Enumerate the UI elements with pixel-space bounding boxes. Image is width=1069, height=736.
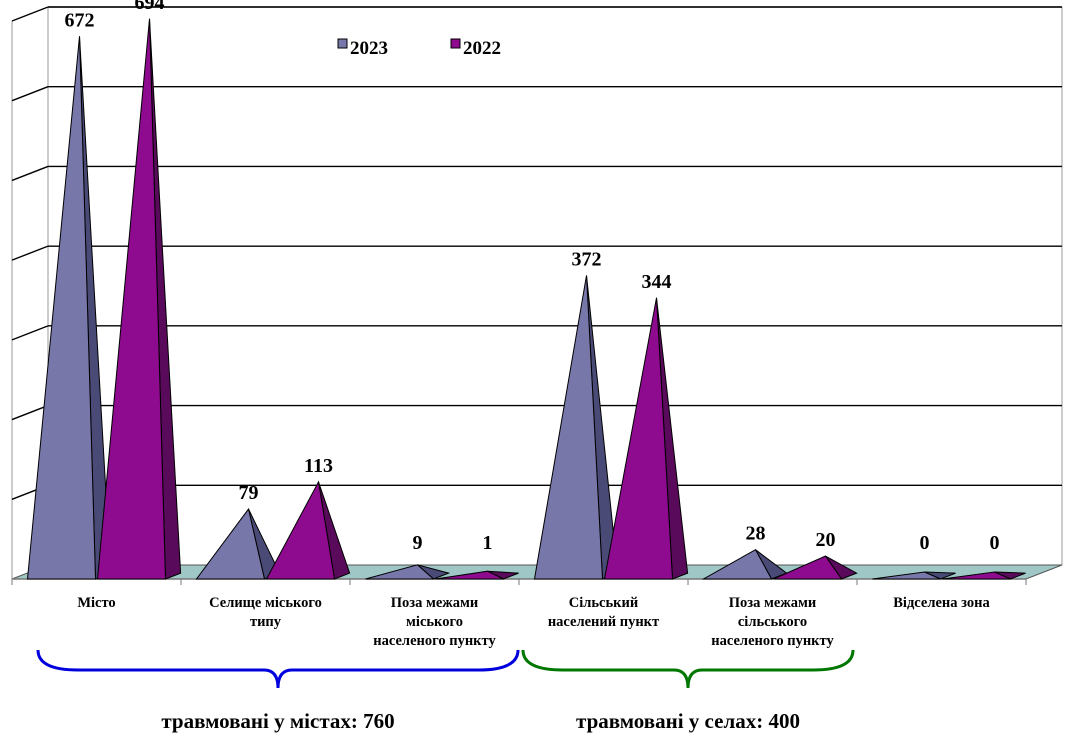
- pyramid-2023-0: [26, 36, 112, 580]
- data-label: 672: [65, 9, 95, 31]
- data-label: 372: [572, 248, 602, 270]
- x-tick-label-line: Поза межами: [729, 595, 817, 611]
- pyramid-front-face: [435, 570, 504, 580]
- group-brackets: травмовані у містах: 760 травмовані у сел…: [36, 649, 855, 733]
- pyramid-2023-3: [533, 275, 619, 580]
- x-tick-label-line: Поза межами: [391, 595, 479, 611]
- pyramid-front-face: [872, 571, 941, 580]
- category-labels: Місто Селище міського типу Поза межами міськ…: [77, 595, 990, 649]
- bars: [26, 18, 1026, 580]
- legend-label: 2023: [350, 38, 388, 59]
- pyramid-2023-1: [195, 507, 281, 580]
- gridline-side: [11, 245, 49, 261]
- x-tick-label: Селище міського типу: [209, 595, 322, 630]
- pyramid-2022-5: [942, 571, 1026, 580]
- pyramid-2023-4: [701, 548, 788, 580]
- gridline-side: [11, 325, 49, 341]
- legend: 2023 2022: [337, 38, 501, 59]
- data-label: 20: [816, 529, 836, 551]
- x-tick-label-line: міського: [406, 614, 463, 630]
- x-tick-label-line: населеного пункту: [711, 633, 834, 649]
- pyramid-2023-2: [365, 564, 451, 580]
- x-tick-label-line: населеного пункту: [373, 633, 496, 649]
- x-tick-label-line: Місто: [77, 595, 115, 611]
- pyramid-2022-3: [603, 297, 689, 580]
- group-label: травмовані у селах: 400: [576, 709, 800, 733]
- data-labels: 672 79 9 372 28 0 694 113 1 344 20 0: [65, 0, 1000, 554]
- legend-label: 2022: [463, 38, 501, 59]
- group-bracket: [521, 649, 855, 689]
- data-label: 1: [483, 532, 493, 554]
- pyramid-front-face: [942, 571, 1011, 580]
- gridline-side: [11, 404, 49, 421]
- data-label: 0: [990, 532, 1000, 554]
- gridline-side: [11, 6, 49, 22]
- pyramid-front-face: [701, 548, 773, 580]
- pyramid-2022-2: [435, 570, 519, 580]
- pyramid-front-face: [26, 36, 97, 580]
- legend-swatch: [337, 38, 348, 49]
- legend-swatch: [450, 38, 461, 49]
- x-tick-label: Місто: [77, 595, 115, 611]
- gridline-side: [11, 165, 49, 182]
- pyramid-2022-1: [265, 480, 351, 580]
- gridline-side: [11, 86, 49, 102]
- pyramid-2022-4: [773, 555, 858, 580]
- data-label: 113: [304, 455, 333, 477]
- data-label: 79: [239, 482, 259, 504]
- pyramid-front-face: [365, 564, 435, 580]
- x-tick-label-line: Сільський: [569, 595, 638, 611]
- pyramid-front-face: [603, 297, 674, 580]
- data-label: 0: [920, 532, 930, 554]
- pyramid-2022-0: [96, 18, 182, 580]
- pyramid-front-face: [265, 480, 336, 580]
- group-label: травмовані у містах: 760: [161, 709, 394, 733]
- pyramid-front-face: [533, 275, 604, 580]
- x-tick-label: Відселена зона: [893, 595, 990, 611]
- data-label: 694: [135, 0, 165, 14]
- x-tick-label-line: Селище міського: [209, 595, 322, 611]
- data-label: 9: [413, 532, 423, 554]
- pyramid-front-face: [773, 555, 843, 580]
- pyramid-front-face: [96, 18, 167, 580]
- data-label: 344: [642, 271, 672, 293]
- pyramid-front-face: [195, 507, 266, 580]
- x-tick-label-line: типу: [250, 614, 282, 630]
- x-tick-label: Поза межами міського населеного пункту: [373, 595, 496, 649]
- data-label: 28: [746, 523, 766, 545]
- x-tick-label: Сільський населений пункт: [548, 595, 659, 630]
- x-tick-label-line: Відселена зона: [893, 595, 990, 611]
- x-tick-label: Поза межами сільського населеного пункту: [711, 595, 834, 649]
- group-bracket: [36, 649, 520, 689]
- x-tick-label-line: населений пункт: [548, 614, 659, 630]
- x-tick-label-line: сільського: [738, 614, 807, 630]
- pyramid-2023-5: [872, 571, 956, 580]
